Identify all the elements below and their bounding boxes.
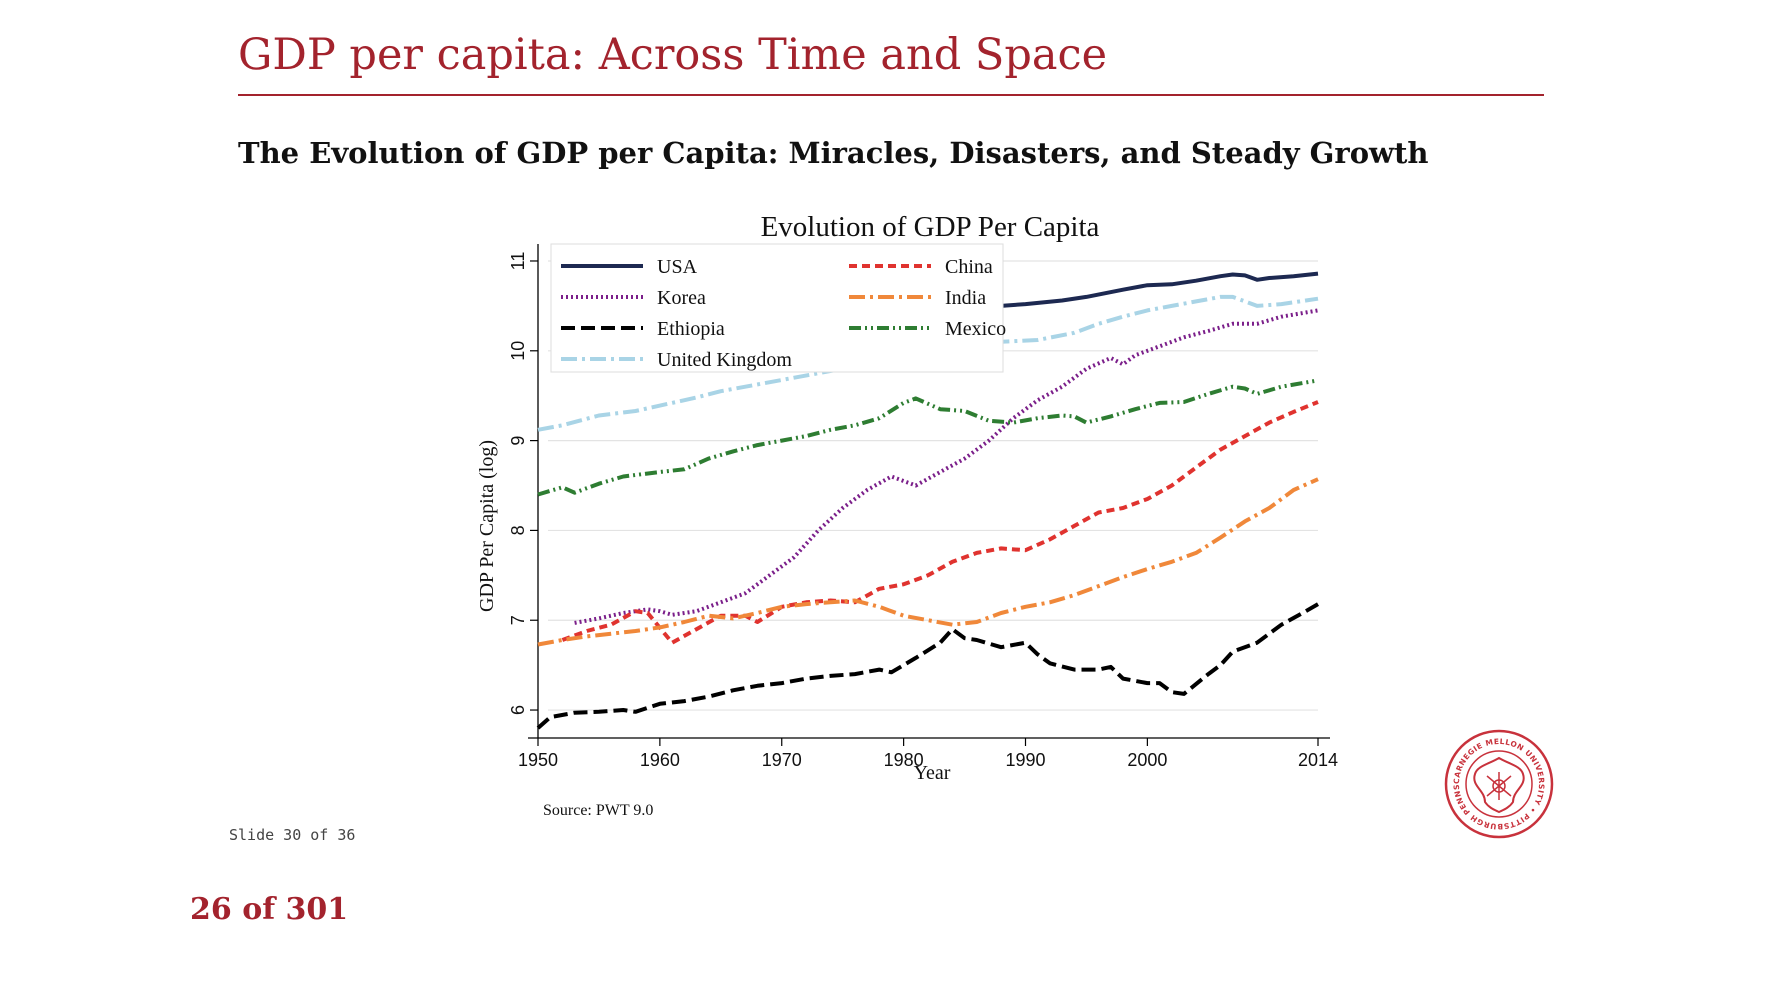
y-tick-label: 8 <box>508 525 528 535</box>
series-line-united-kingdom <box>537 294 1319 432</box>
series-line-india <box>537 477 1319 647</box>
y-tick-label: 10 <box>508 341 528 361</box>
series-line-mexico <box>537 378 1319 497</box>
y-axis-label: GDP Per Capita (log) <box>476 440 498 612</box>
y-tick-label: 7 <box>508 615 528 625</box>
y-tick-label: 6 <box>508 705 528 715</box>
x-tick-label: 1970 <box>762 750 802 770</box>
slide-counter: Slide 30 of 36 <box>229 826 356 844</box>
legend-label: Korea <box>657 287 706 309</box>
title-rule <box>238 94 1544 96</box>
page-counter: 26 of 301 <box>190 892 349 927</box>
legend-label: USA <box>657 256 698 278</box>
svg-text:CARNEGIE MELLON UNIVERSITY • P: CARNEGIE MELLON UNIVERSITY • PITTSBURGH … <box>1443 728 1546 831</box>
legend-label: India <box>945 287 986 309</box>
slide-subtitle: The Evolution of GDP per Capita: Miracle… <box>238 136 1429 170</box>
x-tick-label: 2000 <box>1127 750 1167 770</box>
series-lines <box>536 271 1320 730</box>
series-line-usa <box>964 271 1319 313</box>
x-tick-label: 2014 <box>1298 750 1338 770</box>
gdp-line-chart: Evolution of GDP Per Capita 6 7 8 9 10 11 1950… <box>476 211 1338 819</box>
legend-label: United Kingdom <box>657 349 792 371</box>
legend-label: Mexico <box>945 318 1006 340</box>
source-note: Source: PWT 9.0 <box>543 802 653 819</box>
axes: 6 7 8 9 10 11 1950 1960 1970 1980 1990 2000 2014 <box>508 244 1338 770</box>
x-tick-label: 1950 <box>518 750 558 770</box>
legend: USA China Korea India Ethiopia Mexico United K… <box>550 243 1006 373</box>
series-line-ethiopia <box>536 602 1320 730</box>
x-tick-label: 1960 <box>640 750 680 770</box>
legend-label: China <box>945 256 993 278</box>
y-tick-label: 11 <box>508 252 528 271</box>
x-axis-label: Year <box>914 762 951 784</box>
y-tick-label: 9 <box>508 436 528 446</box>
slide-title: GDP per capita: Across Time and Space <box>238 30 1108 80</box>
x-tick-label: 1990 <box>1005 750 1045 770</box>
chart-title: Evolution of GDP Per Capita <box>761 211 1100 243</box>
series-line-china <box>561 400 1319 645</box>
legend-label: Ethiopia <box>657 318 725 340</box>
x-tick-label: 1980 <box>884 750 924 770</box>
university-seal: CARNEGIE MELLON UNIVERSITY • PITTSBURGH … <box>1443 728 1554 839</box>
series-line-korea <box>574 308 1319 625</box>
